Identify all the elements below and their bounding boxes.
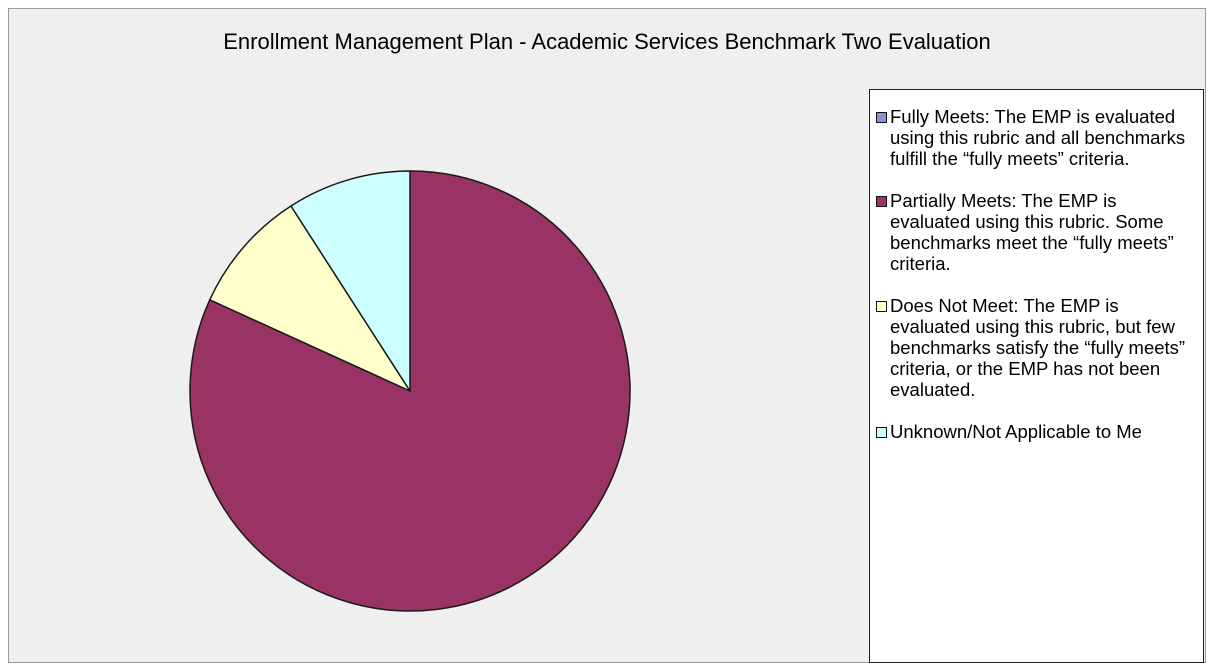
- chart-title: Enrollment Management Plan - Academic Se…: [223, 29, 991, 54]
- pie-slice-3: [290, 170, 411, 392]
- legend: Fully Meets: The EMP is evaluated using …: [869, 89, 1204, 663]
- legend-item-unknown: Unknown/Not Applicable to Me: [876, 421, 1197, 442]
- legend-item-does-not-meet: Does Not Meet: The EMP is evaluated usin…: [876, 295, 1197, 400]
- legend-item-fully-meets: Fully Meets: The EMP is evaluated using …: [876, 106, 1197, 169]
- chart-area: Enrollment Management Plan - Academic Se…: [8, 8, 1206, 663]
- pie-slice-2: [209, 205, 411, 392]
- pie-chart: [189, 170, 631, 612]
- legend-item-partially-meets: Partially Meets: The EMP is evaluated us…: [876, 190, 1197, 274]
- legend-swatch-partially-meets: [876, 196, 887, 207]
- legend-label-fully-meets: Fully Meets: The EMP is evaluated using …: [890, 106, 1186, 169]
- legend-swatch-unknown: [876, 427, 887, 438]
- legend-label-partially-meets: Partially Meets: The EMP is evaluated us…: [890, 190, 1174, 274]
- legend-swatch-fully-meets: [876, 112, 887, 123]
- legend-label-does-not-meet: Does Not Meet: The EMP is evaluated usin…: [890, 295, 1186, 400]
- legend-swatch-does-not-meet: [876, 301, 887, 312]
- legend-label-unknown: Unknown/Not Applicable to Me: [890, 421, 1142, 442]
